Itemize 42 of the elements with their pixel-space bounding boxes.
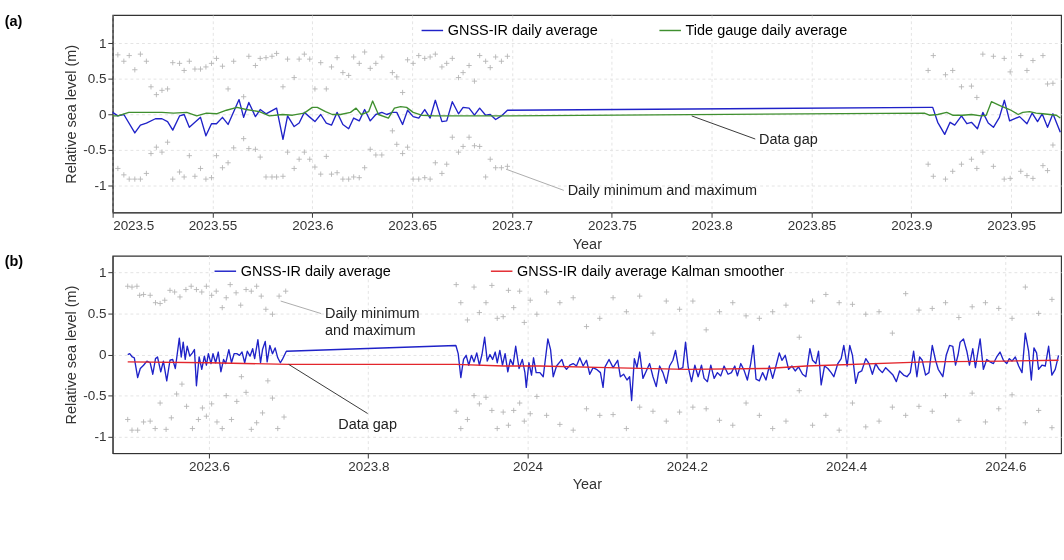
y-tick-label: -1: [94, 429, 107, 445]
y-tick-label: -0.5: [83, 387, 107, 403]
x-tick-label: 2023.85: [787, 218, 837, 234]
x-tick-label: 2023.8: [691, 218, 733, 234]
legend-label: Tide gauge daily average: [685, 22, 848, 39]
x-tick-label: 2024.2: [666, 459, 708, 475]
y-tick-label: -1: [94, 177, 107, 193]
y-tick-label: 0: [98, 346, 107, 362]
x-tick-label: 2024.4: [825, 459, 868, 475]
x-tick-label: 2024.6: [985, 459, 1027, 475]
x-tick-label: 2023.65: [388, 218, 437, 234]
x-tick-label: 2023.6: [292, 218, 334, 234]
x-axis-title: Year: [572, 476, 603, 493]
y-tick-label: 0: [98, 106, 107, 122]
line-series: [111, 100, 1061, 119]
y-axis-title: Relative sea level (m): [63, 285, 80, 425]
annotation: Data gap: [338, 415, 397, 432]
chart-title: (a): [4, 12, 23, 29]
x-tick-label: 2023.8: [348, 459, 390, 475]
annotation: Daily minimum and maximum: [324, 305, 420, 338]
x-tick-label: 2023.95: [987, 218, 1037, 234]
annotation: Data gap: [759, 130, 818, 147]
x-tick-label: 2023.6: [188, 459, 231, 475]
y-tick-label: 1: [98, 264, 107, 280]
y-tick-label: 0.5: [87, 305, 107, 321]
legend-label: GNSS-IR daily average: [240, 263, 391, 280]
legend-label: GNSS-IR daily average: [447, 22, 598, 39]
line-series: [127, 359, 1060, 370]
y-axis-title: Relative sea level (m): [63, 44, 80, 184]
chart-title: (b): [4, 253, 24, 270]
legend-label: GNSS-IR daily average Kalman smoother: [517, 263, 785, 280]
x-tick-label: 2024: [513, 459, 544, 475]
x-tick-label: 2023.55: [188, 218, 238, 234]
y-tick-label: 0.5: [87, 71, 107, 87]
x-tick-label: 2023.9: [891, 218, 933, 234]
y-tick-label: 1: [98, 35, 107, 51]
x-tick-label: 2023.5: [113, 218, 155, 234]
y-tick-label: -0.5: [83, 142, 107, 158]
x-axis-title: Year: [572, 235, 603, 252]
x-tick-label: 2023.7: [491, 218, 534, 234]
x-tick-label: 2023.75: [587, 218, 637, 234]
annotation: Daily minimum and maximum: [567, 182, 757, 199]
